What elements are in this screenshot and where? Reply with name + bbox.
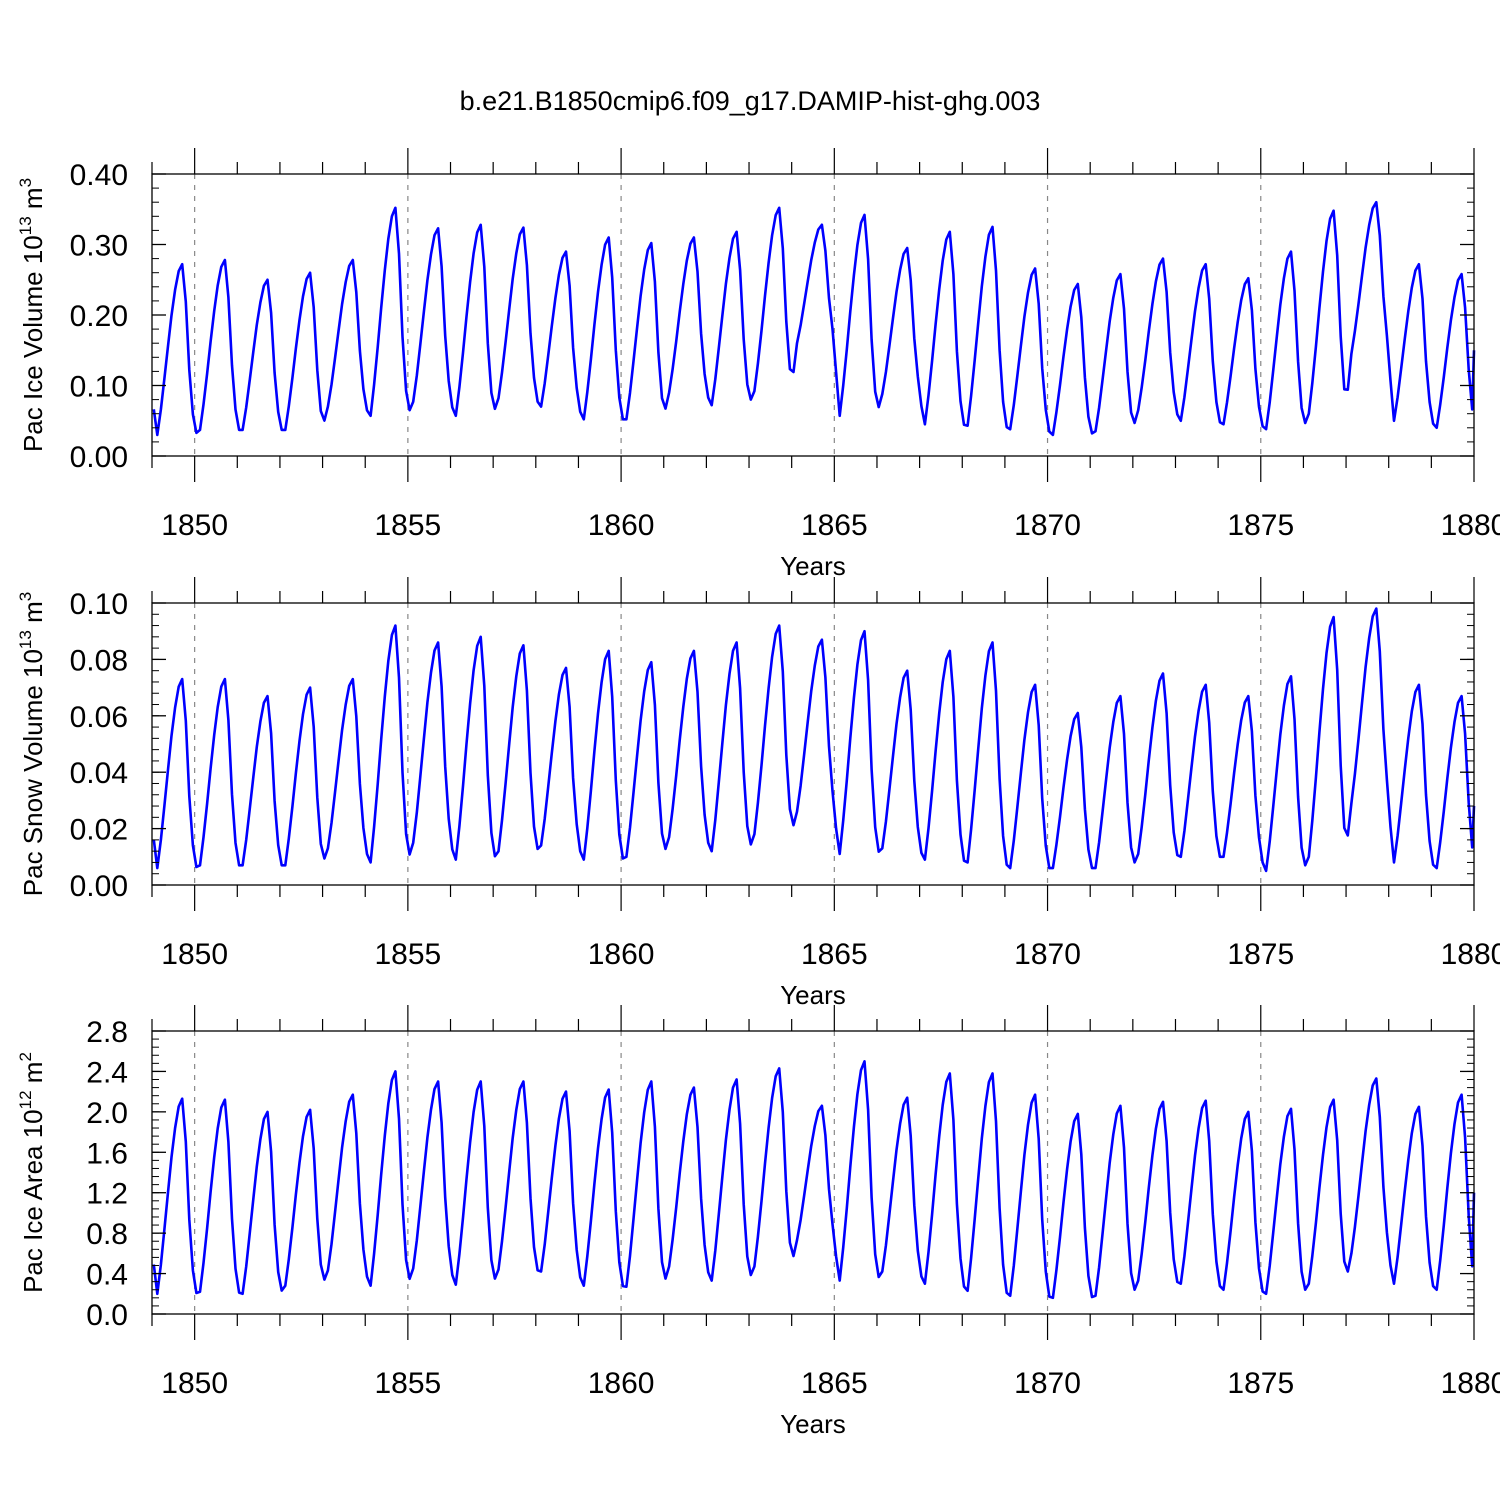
x-axis-label: Years <box>780 980 846 1010</box>
y-tick-label: 2.4 <box>86 1056 128 1089</box>
y-tick-label: 0.04 <box>70 757 128 790</box>
y-tick-label: 2.0 <box>86 1097 128 1130</box>
y-tick-label: 0.02 <box>70 814 128 847</box>
x-tick-label: 1870 <box>1014 1367 1081 1400</box>
y-tick-label: 2.8 <box>86 1016 128 1049</box>
y-tick-label: 0.4 <box>86 1259 128 1292</box>
y-axis-label: Pac Snow Volume 1013 m3 <box>16 592 48 896</box>
data-line <box>152 200 1476 437</box>
x-axis-label: Years <box>780 551 846 581</box>
chart-panel-2: 0.00 0.02 0.04 0.06 0.08 0.10 1850 1855 1860 1865… <box>16 577 1500 1010</box>
y-tick-label: 1.2 <box>86 1178 128 1211</box>
x-tick-label: 1850 <box>161 509 228 542</box>
x-tick-label: 1870 <box>1014 938 1081 971</box>
y-tick-label: 0.30 <box>70 230 128 263</box>
x-tick-label: 1875 <box>1227 938 1294 971</box>
chart-panel-3: 0.0 0.4 0.8 1.2 1.6 2.0 2.4 2.8 1850 1855 1860 1865… <box>16 1005 1500 1439</box>
plot-frame <box>151 602 1475 886</box>
x-axis-label: Years <box>780 1409 846 1439</box>
x-tick-label: 1855 <box>374 1367 441 1400</box>
chart-title: b.e21.B1850cmip6.f09_g17.DAMIP-hist-ghg.… <box>460 86 1041 116</box>
y-tick-label: 1.6 <box>86 1137 128 1170</box>
x-tick-label: 1880 <box>1441 1367 1500 1400</box>
x-tick-label: 1880 <box>1441 509 1500 542</box>
data-line <box>152 607 1476 873</box>
y-tick-label: 0.40 <box>70 159 128 192</box>
x-tick-label: 1855 <box>374 938 441 971</box>
data-line <box>152 1060 1476 1300</box>
plot-frame <box>151 173 1475 457</box>
x-tick-label: 1865 <box>801 938 868 971</box>
x-tick-label: 1875 <box>1227 1367 1294 1400</box>
x-tick-label: 1865 <box>801 1367 868 1400</box>
y-axis-label: Pac Ice Volume 1013 m3 <box>16 178 48 452</box>
x-tick-label: 1870 <box>1014 509 1081 542</box>
x-tick-label: 1880 <box>1441 938 1500 971</box>
y-tick-label: 0.8 <box>86 1218 128 1251</box>
y-tick-label: 0.10 <box>70 588 128 621</box>
chart-panels: 0.00 0.10 0.20 0.30 0.40 1850 1855 1860 1865 1870… <box>16 148 1500 1439</box>
y-tick-label: 0.00 <box>70 441 128 474</box>
x-tick-label: 1850 <box>161 1367 228 1400</box>
x-tick-label: 1860 <box>588 509 655 542</box>
y-axis-label: Pac Ice Area 1012 m2 <box>16 1052 48 1293</box>
y-tick-label: 0.10 <box>70 371 128 404</box>
x-tick-label: 1860 <box>588 1367 655 1400</box>
y-tick-label: 0.0 <box>86 1299 128 1332</box>
y-tick-label: 0.06 <box>70 701 128 734</box>
y-tick-label: 0.08 <box>70 644 128 677</box>
chart-panel-1: 0.00 0.10 0.20 0.30 0.40 1850 1855 1860 1865 1870… <box>16 148 1500 581</box>
x-tick-label: 1860 <box>588 938 655 971</box>
y-tick-label: 0.20 <box>70 300 128 333</box>
x-tick-label: 1865 <box>801 509 868 542</box>
y-tick-label: 0.00 <box>70 870 128 903</box>
x-tick-label: 1850 <box>161 938 228 971</box>
plot-frame <box>151 1030 1475 1315</box>
x-tick-label: 1875 <box>1227 509 1294 542</box>
x-tick-label: 1855 <box>374 509 441 542</box>
